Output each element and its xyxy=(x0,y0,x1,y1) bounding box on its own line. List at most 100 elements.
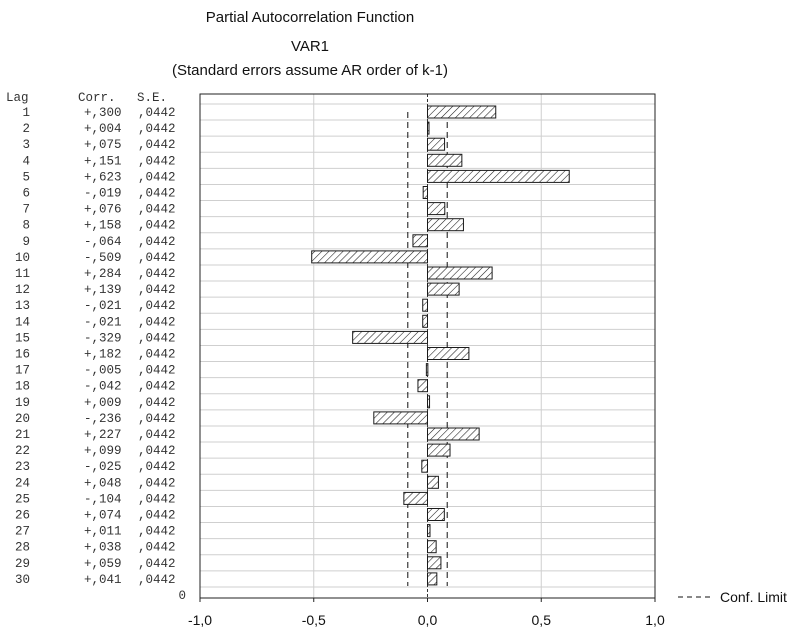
pacf-bar xyxy=(427,443,451,457)
se-label: ,0442 xyxy=(138,154,176,168)
se-label: ,0442 xyxy=(138,492,176,506)
corr-label: +,300 xyxy=(84,106,122,120)
se-label: ,0442 xyxy=(138,299,176,313)
se-label: ,0442 xyxy=(138,203,176,217)
corr-label: +,038 xyxy=(84,541,122,555)
lag-label: 7 xyxy=(22,203,30,217)
se-label: ,0442 xyxy=(138,106,176,120)
lag-label: 26 xyxy=(15,509,30,523)
pacf-bar xyxy=(427,508,445,521)
lag-label: 21 xyxy=(15,428,30,442)
pacf-bar xyxy=(417,379,429,393)
pacf-bar xyxy=(427,427,480,441)
pacf-bar xyxy=(412,234,429,248)
corr-label: +,158 xyxy=(84,219,122,233)
lag-label: 8 xyxy=(22,219,30,233)
se-label: ,0442 xyxy=(138,315,176,329)
se-label: ,0442 xyxy=(138,267,176,281)
corr-label: -,104 xyxy=(84,492,122,506)
corr-label: +,048 xyxy=(84,476,122,490)
lag-label: 9 xyxy=(22,235,30,249)
corr-label: -,021 xyxy=(84,299,122,313)
lag-label: 30 xyxy=(15,573,30,587)
lag-label: 14 xyxy=(15,315,30,329)
lag-label: 29 xyxy=(15,557,30,571)
pacf-bar xyxy=(403,491,428,505)
lag-label: 27 xyxy=(15,525,30,539)
se-label: ,0442 xyxy=(138,412,176,426)
corr-label: -,019 xyxy=(84,187,122,201)
corr-label: +,139 xyxy=(84,283,122,297)
se-label: ,0442 xyxy=(138,283,176,297)
pacf-bar xyxy=(427,121,430,135)
se-label: ,0442 xyxy=(138,541,176,555)
se-label: ,0442 xyxy=(138,251,176,265)
lag-label: 17 xyxy=(15,364,30,378)
lag-label: 6 xyxy=(22,187,30,201)
lag-label: 28 xyxy=(15,541,30,555)
corr-label: -,329 xyxy=(84,331,122,345)
se-label: ,0442 xyxy=(138,219,176,233)
pacf-bar xyxy=(427,266,493,280)
pacf-bar xyxy=(422,314,429,328)
corr-label: +,075 xyxy=(84,138,122,152)
lag-label: 4 xyxy=(22,154,30,168)
se-label: ,0442 xyxy=(138,380,176,394)
se-label: ,0442 xyxy=(138,364,176,378)
corr-label: -,005 xyxy=(84,364,122,378)
chart-note: (Standard errors assume AR order of k-1) xyxy=(172,62,448,79)
se-label: ,0442 xyxy=(138,460,176,474)
corr-label: +,284 xyxy=(84,267,122,281)
se-label: ,0442 xyxy=(138,573,176,587)
lag-label: 24 xyxy=(15,476,30,490)
header-se: S.E. xyxy=(137,91,167,105)
lag-label: 25 xyxy=(15,492,30,506)
x-tick-label: -0,5 xyxy=(302,612,326,628)
lag-label: 13 xyxy=(15,299,30,313)
pacf-bar xyxy=(427,218,464,232)
lag-label: 16 xyxy=(15,348,30,362)
lag-label: 20 xyxy=(15,412,30,426)
corr-label: +,074 xyxy=(84,509,122,523)
corr-label: +,099 xyxy=(84,444,122,458)
corr-label: -,042 xyxy=(84,380,122,394)
corr-label: +,059 xyxy=(84,557,122,571)
corr-label: -,025 xyxy=(84,460,122,474)
se-label: ,0442 xyxy=(138,122,176,136)
corr-label: -,064 xyxy=(84,235,122,249)
header-lag: Lag xyxy=(6,91,29,105)
pacf-bar xyxy=(427,395,431,409)
corr-label: +,151 xyxy=(84,154,122,168)
se-label: ,0442 xyxy=(138,557,176,571)
lag-label: 18 xyxy=(15,380,30,394)
corr-label: +,076 xyxy=(84,203,122,217)
se-label: ,0442 xyxy=(138,235,176,249)
corr-label: -,509 xyxy=(84,251,122,265)
pacf-bar xyxy=(427,169,570,183)
pacf-bar xyxy=(427,572,438,586)
corr-label: +,004 xyxy=(84,122,122,136)
pacf-bar xyxy=(427,347,470,360)
legend-conf-limit-label: Conf. Limit xyxy=(720,589,787,605)
pacf-bar xyxy=(427,556,442,570)
se-label: ,0442 xyxy=(138,187,176,201)
pacf-bar xyxy=(427,524,431,538)
se-label: ,0442 xyxy=(138,331,176,345)
pacf-bar xyxy=(427,202,446,216)
se-label: ,0442 xyxy=(138,348,176,362)
pacf-bar xyxy=(427,137,446,151)
chart-title: Partial Autocorrelation Function xyxy=(205,9,415,26)
pacf-bar xyxy=(427,540,437,554)
corr-label: -,021 xyxy=(84,315,122,329)
chart-subtitle: VAR1 xyxy=(290,38,330,55)
lag-label: 12 xyxy=(15,283,30,297)
pacf-bar xyxy=(311,250,429,264)
lag-label: 2 xyxy=(22,122,30,136)
se-label: ,0442 xyxy=(138,444,176,458)
pacf-bar xyxy=(427,475,439,489)
x-tick-label: 1,0 xyxy=(645,612,665,628)
corr-label: +,227 xyxy=(84,428,122,442)
se-label: ,0442 xyxy=(138,170,176,184)
x-tick-label: 0,0 xyxy=(418,612,438,628)
